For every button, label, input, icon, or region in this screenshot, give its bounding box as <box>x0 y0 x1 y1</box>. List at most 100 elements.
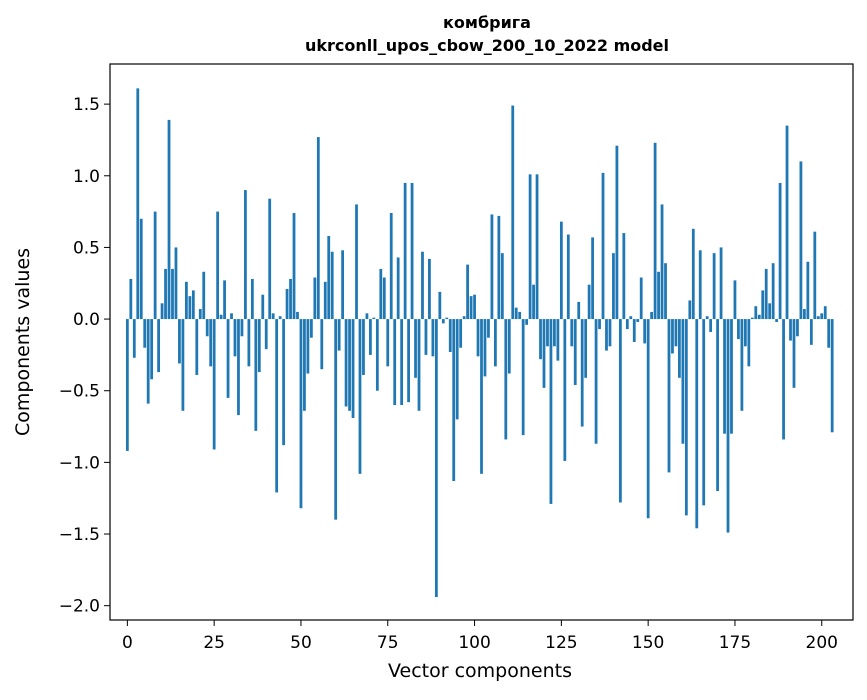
bar <box>532 284 535 320</box>
bar <box>695 319 699 529</box>
bar <box>150 319 154 380</box>
bar <box>573 319 577 385</box>
bar <box>806 261 810 320</box>
bar <box>500 253 504 320</box>
bar <box>146 319 150 404</box>
y-tick-label: −1.0 <box>59 453 100 473</box>
bar <box>612 253 615 320</box>
bar <box>438 291 442 320</box>
bar <box>223 280 226 320</box>
bar <box>473 294 476 320</box>
bar <box>424 319 428 355</box>
bar <box>417 319 421 411</box>
x-tick-label: 25 <box>203 633 225 653</box>
bar <box>299 319 303 509</box>
bar <box>212 319 216 450</box>
bar <box>323 281 327 320</box>
bar <box>483 319 487 377</box>
bar <box>820 313 824 320</box>
bar <box>369 319 372 355</box>
bar <box>653 142 657 320</box>
bar <box>580 319 584 427</box>
bar <box>764 268 768 320</box>
bar <box>205 319 209 337</box>
bar <box>681 319 685 444</box>
x-tick-label: 125 <box>545 633 577 653</box>
bar <box>334 319 338 520</box>
bar <box>362 319 365 375</box>
bar <box>553 319 556 347</box>
bar <box>320 319 324 370</box>
bar <box>594 319 598 444</box>
bar <box>507 319 511 374</box>
bar <box>136 88 140 320</box>
bar <box>382 277 386 320</box>
bar <box>452 319 456 481</box>
y-tick-label: −1.5 <box>59 525 100 545</box>
bar <box>733 280 737 320</box>
bar <box>525 319 529 325</box>
bar <box>466 264 469 320</box>
bar <box>285 288 289 320</box>
bar <box>556 319 560 361</box>
bar <box>705 316 709 320</box>
bar <box>337 319 341 351</box>
bar <box>823 306 827 320</box>
bar <box>261 294 265 320</box>
bar <box>139 218 143 320</box>
bar <box>160 303 164 320</box>
bar <box>809 319 813 345</box>
bar <box>275 319 279 493</box>
bar <box>667 319 671 473</box>
bar <box>459 319 463 348</box>
bar <box>563 319 567 461</box>
bar <box>521 319 525 436</box>
bar <box>601 172 605 320</box>
bar <box>803 309 806 320</box>
bar <box>400 319 404 406</box>
bar <box>344 319 348 407</box>
bar <box>494 319 497 367</box>
bar <box>636 319 640 322</box>
bar <box>250 278 254 320</box>
bar <box>125 319 129 451</box>
bar <box>358 319 362 474</box>
bar <box>615 145 619 320</box>
bar <box>716 319 719 492</box>
bar <box>598 319 601 330</box>
bar <box>792 319 796 388</box>
bar <box>153 211 157 320</box>
bar <box>292 213 296 320</box>
x-tick-label: 200 <box>806 633 838 653</box>
bar <box>559 221 563 320</box>
bar <box>591 237 594 320</box>
bar <box>469 296 473 320</box>
bar <box>421 251 424 320</box>
bar <box>233 319 237 357</box>
bar <box>306 319 310 374</box>
bar <box>639 277 643 320</box>
bar <box>414 319 417 378</box>
bar <box>188 296 192 320</box>
bar <box>646 319 650 519</box>
bar <box>678 319 681 378</box>
bar <box>827 319 831 348</box>
y-tick-label: 1.0 <box>73 167 100 187</box>
bar <box>195 319 199 375</box>
bar <box>587 284 591 320</box>
y-axis-label: Components values <box>12 248 34 436</box>
bar <box>240 319 244 337</box>
bar <box>566 234 570 320</box>
bar <box>278 316 282 320</box>
bar <box>389 213 393 320</box>
bar <box>789 319 792 341</box>
bar <box>171 268 174 320</box>
bar <box>393 319 397 406</box>
bar <box>650 311 654 320</box>
bar <box>730 319 733 434</box>
bar <box>410 182 414 320</box>
bar <box>164 268 167 320</box>
bar <box>785 125 789 320</box>
bar <box>549 319 553 504</box>
